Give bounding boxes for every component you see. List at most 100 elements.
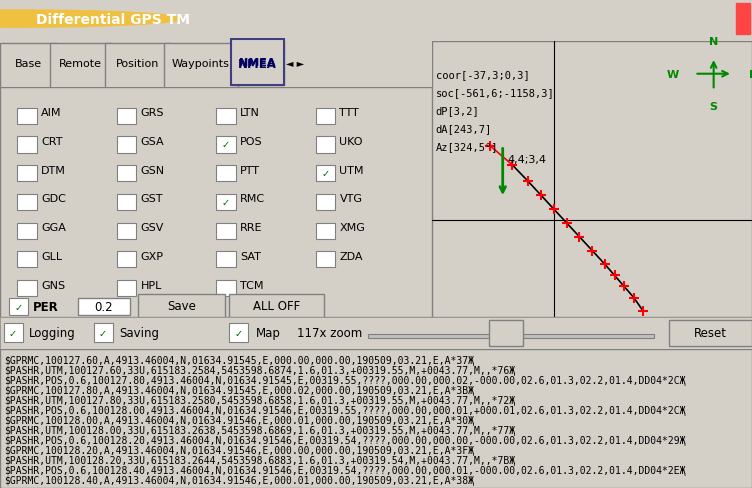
Text: DTM: DTM	[41, 165, 66, 175]
Bar	[117, 137, 136, 153]
Text: N: N	[709, 37, 718, 47]
Text: GXP: GXP	[141, 251, 163, 262]
Text: RMC: RMC	[240, 194, 265, 204]
Bar	[217, 195, 235, 210]
Text: $PASHR,POS,0.6,100127.80,4913.46004,N,01634.91545,E,00319.55,????,000.00,000.02,: $PASHR,POS,0.6,100127.80,4913.46004,N,01…	[4, 374, 685, 385]
Bar	[229, 324, 248, 343]
Text: S: S	[710, 102, 717, 112]
Bar	[217, 108, 235, 124]
Text: NMEA: NMEA	[239, 58, 275, 68]
Text: Logging: Logging	[29, 326, 75, 340]
Text: VTG: VTG	[339, 194, 362, 204]
Text: GRS: GRS	[141, 108, 164, 118]
Text: $PASHR,POS,0.6,100128.40,4913.46004,N,01634.91546,E,00319.54,????,000.00,000.01,: $PASHR,POS,0.6,100128.40,4913.46004,N,01…	[4, 464, 685, 474]
Bar	[17, 166, 37, 182]
Text: ZDA: ZDA	[339, 251, 363, 262]
Text: 4,4;3,4: 4,4;3,4	[508, 155, 547, 165]
Bar	[736, 4, 750, 35]
Text: E: E	[749, 70, 752, 80]
Text: AIM: AIM	[41, 108, 62, 118]
Text: GNS: GNS	[41, 280, 65, 290]
Bar	[316, 108, 335, 124]
Text: dA[243,7]: dA[243,7]	[435, 124, 492, 134]
Text: CRT: CRT	[41, 137, 62, 147]
Bar	[316, 166, 335, 182]
Bar	[78, 299, 129, 315]
Text: TCM: TCM	[240, 280, 263, 290]
Text: ALL OFF: ALL OFF	[253, 299, 300, 312]
Text: $PASHR,UTM,100127.60,33U,615183.2584,5453598.6874,1.6,01.3,+00319.55,M,+0043.77,: $PASHR,UTM,100127.60,33U,615183.2584,545…	[4, 365, 515, 374]
Text: $GPRMC,100127.80,A,4913.46004,N,01634.91545,E,000.02,000.00,190509,03.21,E,A*3BҖ: $GPRMC,100127.80,A,4913.46004,N,01634.91…	[4, 385, 474, 394]
Bar	[17, 223, 37, 239]
Text: GLL: GLL	[41, 251, 62, 262]
Bar	[720, 4, 735, 35]
Text: LTN: LTN	[240, 108, 260, 118]
Text: GSA: GSA	[141, 137, 164, 147]
Text: ✓: ✓	[99, 328, 107, 338]
Text: Waypoints: Waypoints	[171, 59, 229, 69]
Text: UTM: UTM	[339, 165, 364, 175]
Text: ✓: ✓	[321, 169, 329, 179]
Bar	[705, 4, 719, 35]
Text: ✓: ✓	[235, 328, 242, 338]
Text: Differential GPS TM: Differential GPS TM	[36, 13, 190, 26]
Text: Az[324,5°]: Az[324,5°]	[435, 142, 498, 152]
Bar	[217, 281, 235, 297]
Bar	[17, 252, 37, 268]
FancyBboxPatch shape	[138, 294, 225, 317]
Bar	[94, 324, 113, 343]
Text: ✓: ✓	[9, 328, 17, 338]
Bar	[316, 252, 335, 268]
Text: GST: GST	[141, 194, 163, 204]
Text: coor[-37,3;0,3]: coor[-37,3;0,3]	[435, 70, 529, 80]
Bar	[316, 137, 335, 153]
Text: $GPRMC,100128.40,A,4913.46004,N,01634.91546,E,000.01,000.00,190509,03.21,E,A*38Җ: $GPRMC,100128.40,A,4913.46004,N,01634.91…	[4, 474, 474, 484]
Bar	[9, 299, 28, 315]
Bar	[217, 166, 235, 182]
Bar	[117, 166, 136, 182]
Text: 117x zoom: 117x zoom	[297, 326, 362, 340]
Bar	[736, 4, 750, 35]
Text: ✓: ✓	[14, 302, 23, 312]
Text: soc[-561,6;-1158,3]: soc[-561,6;-1158,3]	[435, 88, 554, 98]
FancyBboxPatch shape	[229, 294, 324, 317]
Text: Saving: Saving	[119, 326, 159, 340]
Text: $PASHR,POS,0.6,100128.20,4913.46004,N,01634.91546,E,00319.54,????,000.00,000.00,: $PASHR,POS,0.6,100128.20,4913.46004,N,01…	[4, 434, 685, 444]
Text: GGA: GGA	[41, 223, 66, 233]
Bar	[316, 195, 335, 210]
Bar	[117, 108, 136, 124]
Text: $PASHR,UTM,100128.20,33U,615183.2644,5453598.6883,1.6,01.3,+00319.54,M,+0043.77,: $PASHR,UTM,100128.20,33U,615183.2644,545…	[4, 454, 515, 464]
Text: $GPRMC,100128.20,A,4913.46004,N,01634.91546,E,000.00,000.00,190509,03.21,E,A*3FҖ: $GPRMC,100128.20,A,4913.46004,N,01634.91…	[4, 444, 474, 454]
FancyBboxPatch shape	[231, 40, 284, 86]
Text: GSN: GSN	[141, 165, 165, 175]
Bar	[17, 108, 37, 124]
Bar	[217, 137, 235, 153]
Bar	[316, 223, 335, 239]
Bar	[4, 324, 23, 343]
Text: Remote: Remote	[59, 59, 102, 69]
Text: Base: Base	[15, 59, 42, 69]
Text: Position: Position	[116, 59, 159, 69]
Bar	[217, 223, 235, 239]
Text: $GPRMC,100128.00,A,4913.46004,N,01634.91546,E,000.01,000.00,190509,03.21,E,A*30Җ: $GPRMC,100128.00,A,4913.46004,N,01634.91…	[4, 414, 474, 424]
Bar	[720, 4, 735, 35]
Bar	[17, 137, 37, 153]
Text: $PASHR,UTM,100127.80,33U,615183.2580,5453598.6858,1.6,01.3,+00319.55,M,+0043.77,: $PASHR,UTM,100127.80,33U,615183.2580,545…	[4, 394, 515, 404]
Bar	[117, 252, 136, 268]
Text: PTT: PTT	[240, 165, 260, 175]
Text: ✓: ✓	[222, 198, 230, 207]
Text: Reset: Reset	[694, 326, 727, 340]
Text: ◄ ►: ◄ ►	[286, 59, 304, 68]
Text: TTT: TTT	[339, 108, 359, 118]
Text: Map: Map	[256, 326, 280, 340]
Text: UKO: UKO	[339, 137, 363, 147]
Bar	[117, 281, 136, 297]
Circle shape	[0, 11, 182, 28]
FancyBboxPatch shape	[231, 42, 284, 86]
FancyBboxPatch shape	[50, 44, 111, 88]
FancyBboxPatch shape	[489, 320, 523, 346]
FancyBboxPatch shape	[0, 44, 56, 88]
Text: 0.2: 0.2	[95, 301, 113, 313]
Text: HPL: HPL	[141, 280, 162, 290]
Text: SAT: SAT	[240, 251, 261, 262]
